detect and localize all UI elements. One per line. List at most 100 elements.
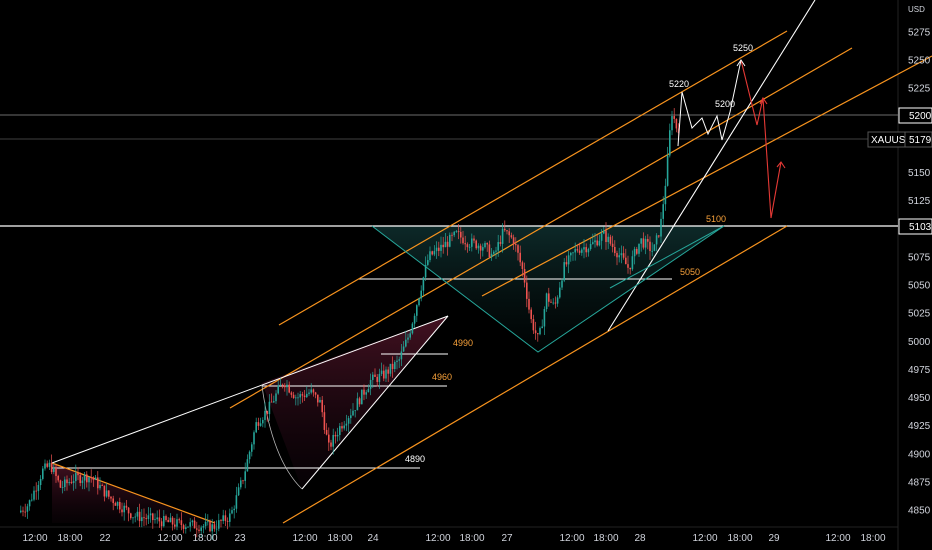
candle-body bbox=[20, 510, 22, 513]
candle-body bbox=[631, 256, 634, 270]
candle-body bbox=[178, 519, 180, 521]
candle-body bbox=[323, 412, 326, 430]
y-tick-label: 4975 bbox=[908, 365, 931, 376]
candle-body bbox=[116, 501, 119, 506]
candle-body bbox=[605, 230, 607, 243]
candle-body bbox=[191, 520, 194, 523]
candle-body bbox=[35, 490, 37, 492]
candle-body bbox=[501, 228, 504, 244]
candle-body bbox=[132, 517, 134, 519]
candle-body bbox=[614, 246, 616, 254]
candle-body bbox=[396, 360, 398, 363]
wedge-upper-trendline bbox=[51, 315, 449, 464]
candle-body bbox=[559, 287, 561, 298]
candle-body bbox=[42, 468, 44, 479]
candle-body bbox=[387, 369, 389, 374]
candle-body bbox=[554, 302, 557, 304]
candle-body bbox=[587, 249, 590, 253]
descending-wedge-line bbox=[51, 462, 216, 524]
candle-body bbox=[57, 476, 59, 481]
candle-body bbox=[328, 434, 330, 443]
candle-body bbox=[270, 401, 273, 403]
candle-body bbox=[204, 521, 207, 527]
y-tick-label: 5150 bbox=[908, 168, 931, 179]
y-tick-label: 5075 bbox=[908, 252, 931, 263]
candle-body bbox=[574, 249, 576, 253]
candle-body bbox=[68, 482, 70, 484]
candle-body bbox=[292, 394, 295, 398]
x-tick-label: 23 bbox=[234, 533, 246, 544]
arrowhead-up-icon bbox=[736, 59, 746, 67]
x-tick-label: 18:00 bbox=[593, 533, 618, 544]
candle-body bbox=[314, 392, 317, 395]
candle-body bbox=[649, 241, 651, 251]
candle-body bbox=[321, 399, 323, 413]
x-tick-label: 12:00 bbox=[157, 533, 182, 544]
candle-body bbox=[537, 333, 539, 335]
candle-body bbox=[242, 480, 244, 482]
candle-body bbox=[229, 513, 231, 522]
candle-body bbox=[596, 240, 598, 246]
candle-body bbox=[286, 384, 288, 388]
candle-body bbox=[666, 155, 669, 186]
candle-body bbox=[347, 418, 350, 424]
candle-body bbox=[44, 463, 46, 469]
candle-body bbox=[479, 245, 482, 251]
candle-body bbox=[424, 264, 427, 278]
candle-body bbox=[664, 185, 667, 205]
candle-body bbox=[92, 477, 95, 480]
candle-body bbox=[213, 524, 216, 529]
candle-body bbox=[226, 520, 229, 522]
candle-body bbox=[541, 326, 543, 329]
candle-body bbox=[578, 250, 581, 253]
candle-body bbox=[244, 471, 246, 481]
candle-body bbox=[671, 116, 673, 131]
candle-body bbox=[88, 477, 90, 483]
channel-middle-line bbox=[229, 47, 853, 409]
candle-body bbox=[552, 302, 554, 304]
candle-body bbox=[629, 267, 631, 270]
candle-body bbox=[651, 250, 653, 252]
candle-body bbox=[673, 116, 675, 119]
candle-body bbox=[147, 515, 150, 520]
candle-body bbox=[589, 243, 592, 250]
candle-body bbox=[361, 389, 363, 405]
level-label: 5050 bbox=[680, 267, 700, 277]
x-tick-label: 29 bbox=[768, 533, 780, 544]
x-tick-label: 18:00 bbox=[57, 533, 82, 544]
candle-body bbox=[81, 480, 84, 483]
candle-body bbox=[61, 487, 64, 488]
candle-body bbox=[156, 517, 158, 520]
candle-body bbox=[354, 410, 356, 412]
marked-price-tag bbox=[898, 107, 932, 124]
candle-body bbox=[466, 244, 469, 248]
candle-body bbox=[468, 246, 471, 248]
candle-body bbox=[306, 393, 308, 398]
candle-body bbox=[130, 513, 132, 519]
candle-body bbox=[444, 241, 447, 248]
candle-body bbox=[185, 527, 187, 530]
candle-body bbox=[222, 515, 224, 522]
candle-body bbox=[609, 236, 612, 244]
y-tick-label: 4925 bbox=[908, 421, 931, 432]
candle-body bbox=[251, 444, 253, 452]
candle-body bbox=[662, 204, 664, 219]
candle-body bbox=[427, 260, 429, 265]
candle-body bbox=[519, 252, 521, 263]
candle-body bbox=[422, 277, 425, 291]
candle-body bbox=[235, 495, 238, 509]
candle-body bbox=[125, 505, 128, 508]
candle-body bbox=[460, 231, 462, 238]
candle-body bbox=[616, 253, 618, 258]
candle-body bbox=[317, 394, 319, 403]
candle-body bbox=[24, 511, 26, 513]
candle-body bbox=[108, 490, 110, 497]
candle-body bbox=[266, 410, 268, 415]
candle-body bbox=[345, 423, 348, 426]
candle-body bbox=[187, 526, 189, 528]
candle-body bbox=[334, 434, 337, 437]
candle-body bbox=[136, 511, 139, 517]
candle-body bbox=[633, 248, 636, 257]
symbol-tag-text: XAUUSD bbox=[871, 135, 913, 146]
